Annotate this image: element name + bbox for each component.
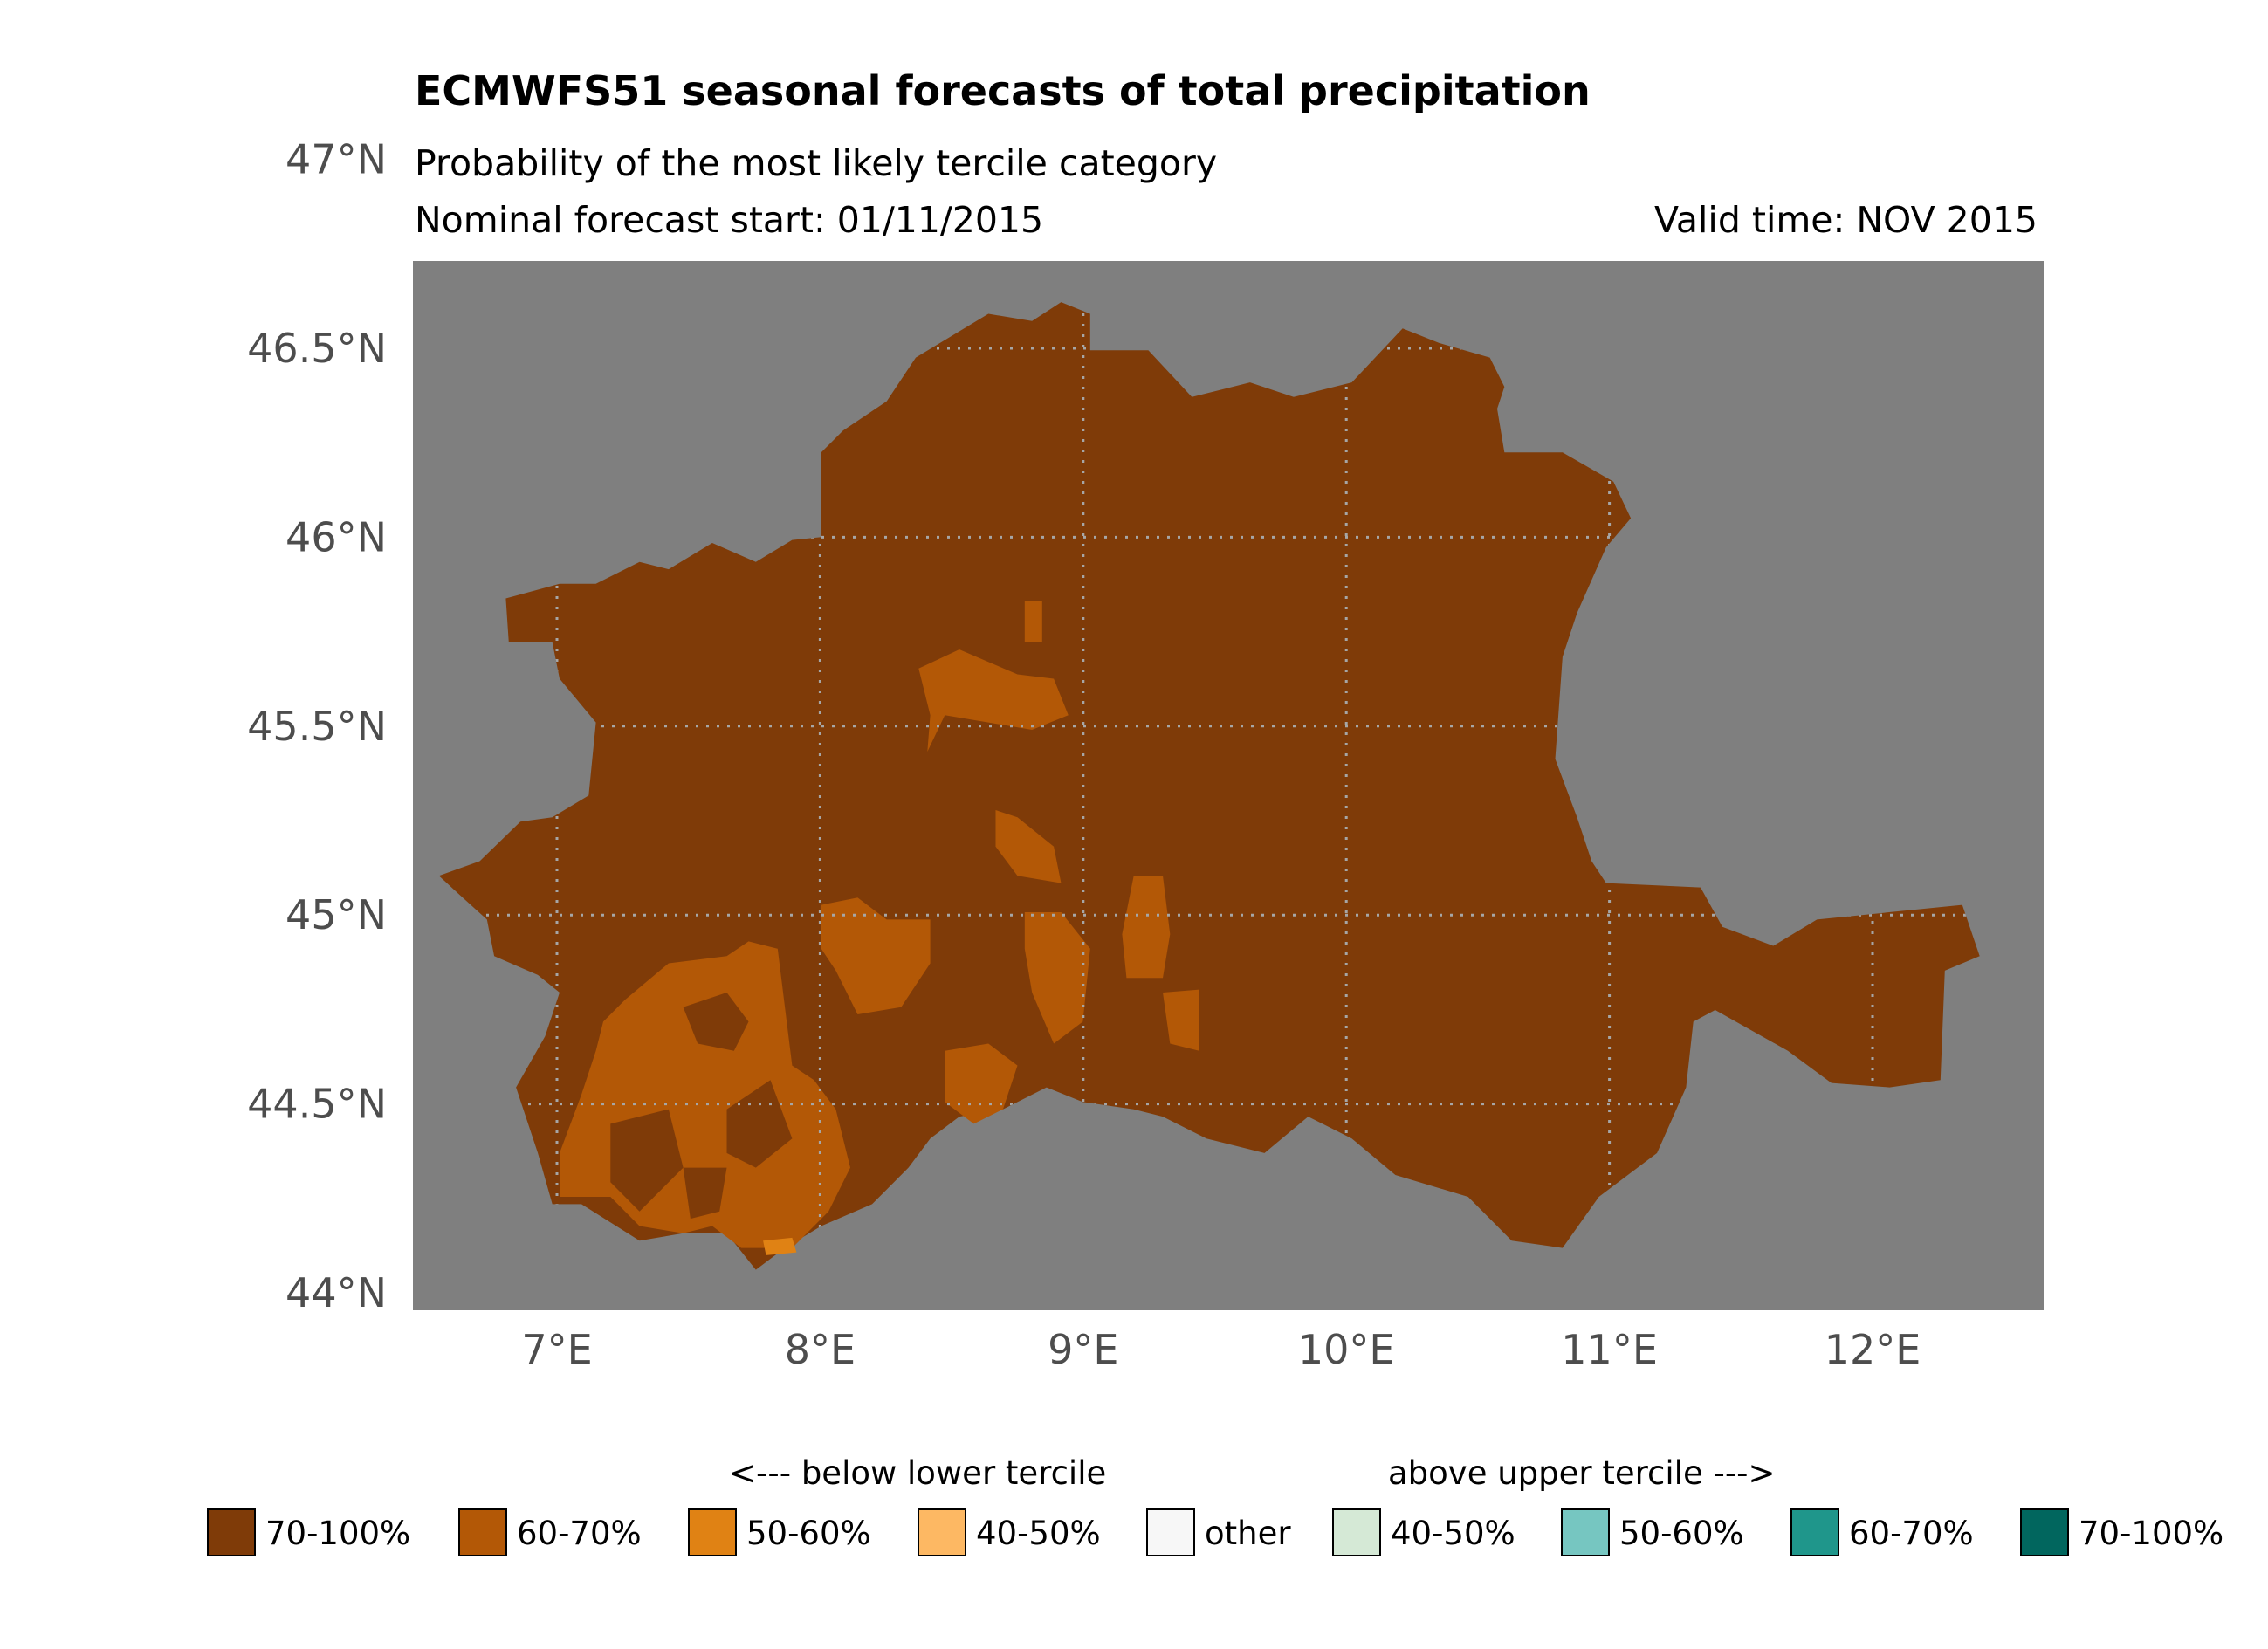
patch-60-70: [821, 897, 931, 1014]
legend-label: 70-100%: [2079, 1515, 2223, 1552]
legend-label: 60-70%: [517, 1515, 642, 1552]
patch-70-100: [726, 1080, 793, 1168]
legend-label: 50-60%: [1619, 1515, 1744, 1552]
map-subtitle: Probability of the most likely tercile c…: [415, 142, 1217, 184]
legend-label: 60-70%: [1849, 1515, 1974, 1552]
region-70-100-below: [438, 302, 1980, 1270]
y-tick-label: 45.5°N: [247, 703, 387, 750]
x-tick-label: 9°E: [1048, 1326, 1118, 1373]
legend-swatch: [1561, 1508, 1610, 1556]
y-tick-label: 44.5°N: [247, 1081, 387, 1128]
region-60-70-below-patches: [560, 601, 1199, 1255]
legend-label: 50-60%: [746, 1515, 871, 1552]
x-tick-label: 10°E: [1298, 1326, 1395, 1373]
patch-60-70: [1024, 912, 1090, 1044]
legend-item: 50-60%: [1561, 1508, 1744, 1556]
legend-swatch: [2020, 1508, 2069, 1556]
y-tick-label: 46.5°N: [247, 325, 387, 372]
legend-item: other: [1146, 1508, 1291, 1556]
y-tick-label: 46°N: [285, 513, 387, 560]
x-tick-label: 7°E: [521, 1326, 592, 1373]
patch-60-70: [1122, 876, 1171, 979]
x-tick-label: 11°E: [1561, 1326, 1658, 1373]
legend-above-header: above upper tercile --->: [1388, 1454, 1776, 1492]
map-title: ECMWFS51 seasonal forecasts of total pre…: [415, 67, 1591, 114]
legend-label: 40-50%: [976, 1515, 1101, 1552]
legend-swatch: [207, 1508, 256, 1556]
legend-item: 60-70%: [458, 1508, 642, 1556]
patch-60-70: [945, 1043, 1018, 1124]
legend-item: 40-50%: [918, 1508, 1101, 1556]
forecast-start-label: Nominal forecast start: 01/11/2015: [415, 199, 1043, 241]
x-tick-label: 12°E: [1825, 1326, 1921, 1373]
legend-item: 70-100%: [2020, 1508, 2223, 1556]
x-tick-label: 8°E: [785, 1326, 856, 1373]
legend-item: 70-100%: [207, 1508, 410, 1556]
y-tick-label: 45°N: [285, 891, 387, 938]
latitude-axis: 44°N 44.5°N 45°N 45.5°N 46°N 46.5°N 47°N: [247, 136, 387, 1316]
legend-item: 50-60%: [688, 1508, 871, 1556]
legend-swatch: [1332, 1508, 1381, 1556]
legend-item: 40-50%: [1332, 1508, 1515, 1556]
legend: 70-100% 60-70% 50-60% 40-50% other 40-50% 50-6…: [207, 1508, 2223, 1556]
longitude-axis: 7°E 8°E 9°E 10°E 11°E 12°E: [521, 1326, 1921, 1373]
patch-70-100: [683, 993, 749, 1051]
y-tick-label: 47°N: [285, 136, 387, 183]
patch-70-100: [683, 1167, 727, 1220]
patch-60-70: [995, 810, 1062, 883]
legend-swatch: [688, 1508, 737, 1556]
legend-swatch: [458, 1508, 507, 1556]
legend-item: 60-70%: [1790, 1508, 1974, 1556]
legend-label: 40-50%: [1391, 1515, 1515, 1552]
patch-50-60: [763, 1237, 797, 1255]
legend-label: other: [1205, 1515, 1291, 1552]
y-tick-label: 44°N: [285, 1269, 387, 1316]
legend-below-header: <--- below lower tercile: [729, 1454, 1106, 1492]
patch-60-70: [1163, 989, 1199, 1051]
valid-time-label: Valid time: NOV 2015: [1654, 199, 2038, 241]
patch-60-70: [1024, 601, 1042, 642]
legend-label: 70-100%: [265, 1515, 410, 1552]
legend-swatch: [1146, 1508, 1195, 1556]
legend-swatch: [1790, 1508, 1839, 1556]
patch-60-70: [918, 649, 1069, 752]
patch-70-100: [610, 1109, 684, 1212]
legend-swatch: [918, 1508, 966, 1556]
